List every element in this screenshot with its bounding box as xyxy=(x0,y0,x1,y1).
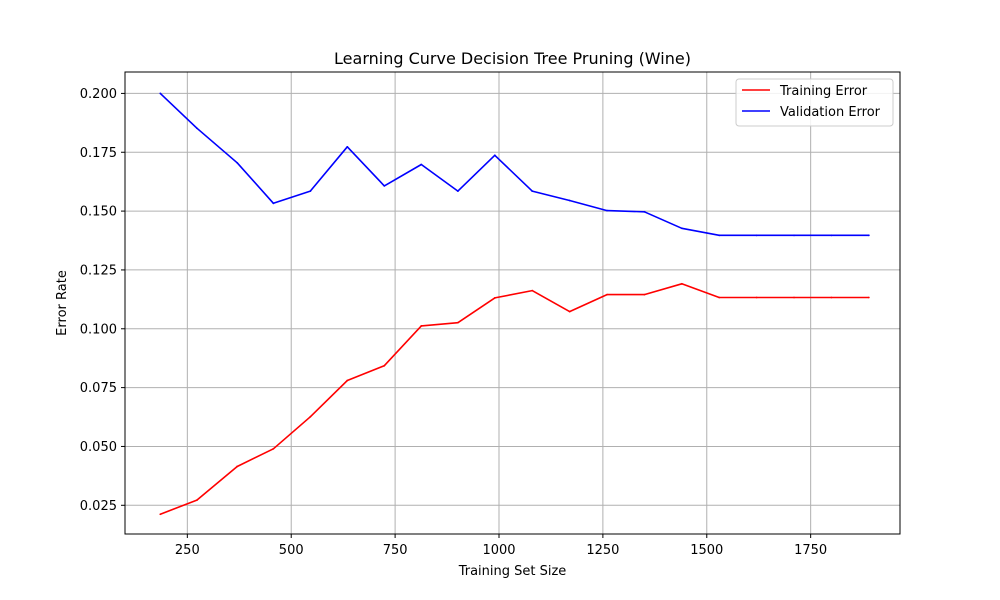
data-point-validation-error xyxy=(755,234,758,237)
x-tick-label: 1500 xyxy=(690,543,723,558)
data-point-training-error xyxy=(680,282,683,285)
tick-layer: 250 500 750 1000 1250 1500 1750 0.025 0.050 0.075… xyxy=(80,87,827,558)
data-point-training-error xyxy=(830,296,833,299)
y-tick-label: 0.200 xyxy=(80,87,117,102)
y-tick-label: 0.025 xyxy=(80,499,117,514)
plot-frame xyxy=(124,71,901,535)
data-point-training-error xyxy=(755,296,758,299)
data-point-validation-error xyxy=(718,234,721,237)
data-point-validation-error xyxy=(606,209,608,212)
data-point-validation-error xyxy=(568,199,571,202)
x-tick-label: 1000 xyxy=(482,543,515,558)
legend: Training Error Validation Error xyxy=(735,78,894,127)
series-layer xyxy=(159,92,870,516)
x-tick-label: 500 xyxy=(279,543,304,558)
data-point-validation-error xyxy=(195,127,198,130)
data-point-training-error xyxy=(383,364,386,367)
y-tick-label: 0.175 xyxy=(80,146,117,161)
data-point-validation-error xyxy=(830,234,833,237)
data-point-training-error xyxy=(493,297,496,299)
data-point-training-error xyxy=(643,293,646,296)
data-point-validation-error xyxy=(456,190,459,192)
data-point-validation-error xyxy=(309,190,312,192)
data-point-training-error xyxy=(272,447,275,450)
data-point-validation-error xyxy=(383,185,386,187)
series-line-training-error xyxy=(160,282,869,515)
data-point-training-error xyxy=(195,499,198,502)
data-point-validation-error xyxy=(159,92,162,95)
legend-label-validation-error: Validation Error xyxy=(780,105,881,120)
x-tick-label: 1750 xyxy=(794,543,827,558)
data-point-training-error xyxy=(531,289,534,292)
data-point-training-error xyxy=(793,296,795,299)
y-tick-label: 0.075 xyxy=(80,381,117,396)
x-axis-label: Training Set Size xyxy=(458,564,567,579)
data-point-training-error xyxy=(606,293,608,296)
grid-layer xyxy=(125,72,900,534)
y-tick-label: 0.100 xyxy=(80,322,117,337)
data-point-training-error xyxy=(420,325,423,327)
data-point-validation-error xyxy=(272,202,275,205)
x-tick-label: 250 xyxy=(175,543,200,558)
y-tick-label: 0.050 xyxy=(80,440,117,455)
data-point-training-error xyxy=(456,321,459,324)
data-point-training-error xyxy=(568,310,571,313)
chart-title: Learning Curve Decision Tree Pruning (Wi… xyxy=(334,49,691,68)
data-point-validation-error xyxy=(793,234,795,237)
data-point-validation-error xyxy=(236,161,239,164)
y-axis-label: Error Rate xyxy=(55,270,70,336)
y-tick-label: 0.150 xyxy=(80,205,117,220)
series-line-validation-error xyxy=(159,92,869,237)
data-point-validation-error xyxy=(493,154,496,157)
data-point-validation-error xyxy=(643,210,646,213)
data-point-training-error xyxy=(159,513,162,516)
data-point-training-error xyxy=(867,296,870,299)
data-point-validation-error xyxy=(531,190,534,192)
legend-box xyxy=(735,78,894,127)
y-tick-label: 0.125 xyxy=(80,263,117,278)
x-tick-label: 750 xyxy=(383,543,408,558)
data-point-validation-error xyxy=(420,163,423,166)
data-point-training-error xyxy=(236,465,239,468)
data-point-training-error xyxy=(346,379,349,382)
data-point-validation-error xyxy=(680,227,683,230)
data-point-validation-error xyxy=(346,145,349,148)
x-tick-label: 1250 xyxy=(586,543,619,558)
data-point-validation-error xyxy=(867,234,870,237)
legend-label-training-error: Training Error xyxy=(779,84,868,99)
data-point-training-error xyxy=(718,296,721,299)
data-point-training-error xyxy=(309,415,312,418)
